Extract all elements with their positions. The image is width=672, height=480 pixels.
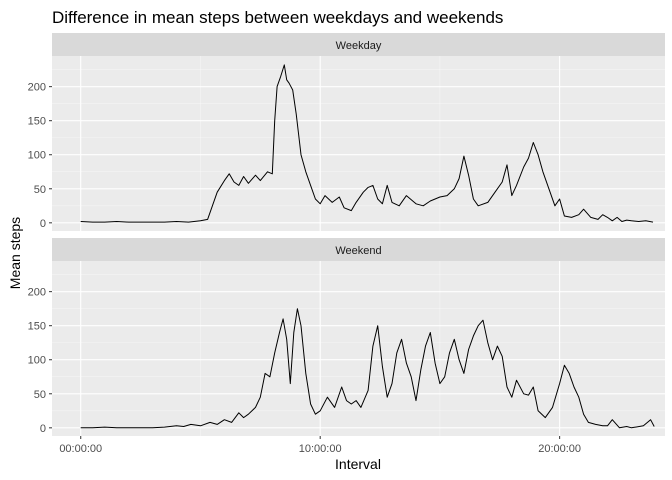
facet-strip — [52, 238, 665, 261]
facet-panel-weekday: Weekday 0 50 100 150 200 — [28, 33, 665, 231]
y-tick-label: 150 — [28, 321, 46, 333]
y-axis-title: Mean steps — [7, 217, 23, 289]
y-tick-label: 200 — [28, 287, 46, 299]
y-tick-label: 100 — [28, 150, 46, 162]
series-line-weekend — [80, 308, 655, 429]
facet-panel-weekend: Weekend 0 50 100 150 200 — [28, 238, 665, 436]
y-tick-label: 150 — [28, 116, 46, 128]
series-line-weekday — [80, 64, 654, 223]
x-tick-label: 00:00:00 — [59, 443, 102, 455]
x-axis: 00:00:00 10:00:00 20:00:00 — [59, 436, 581, 455]
y-tick-label: 50 — [34, 389, 46, 401]
facet-strip-label: Weekday — [336, 40, 382, 52]
plot-panel-background — [52, 261, 665, 436]
facet-strip-label: Weekend — [335, 245, 381, 257]
y-tick-label: 200 — [28, 82, 46, 94]
y-tick-label: 0 — [40, 218, 46, 230]
y-tick-label: 100 — [28, 355, 46, 367]
facet-strip — [52, 33, 665, 56]
y-tick-label: 50 — [34, 184, 46, 196]
x-tick-label: 10:00:00 — [299, 443, 342, 455]
facet-panels: Weekday 0 50 100 150 200 Weekend 0 50 100 150 200 — [28, 33, 665, 436]
chart-title: Difference in mean steps between weekday… — [52, 8, 503, 27]
plot-panel-background — [52, 56, 665, 231]
y-tick-label: 0 — [40, 423, 46, 435]
x-tick-label: 20:00:00 — [538, 443, 581, 455]
x-axis-title: Interval — [335, 456, 381, 472]
